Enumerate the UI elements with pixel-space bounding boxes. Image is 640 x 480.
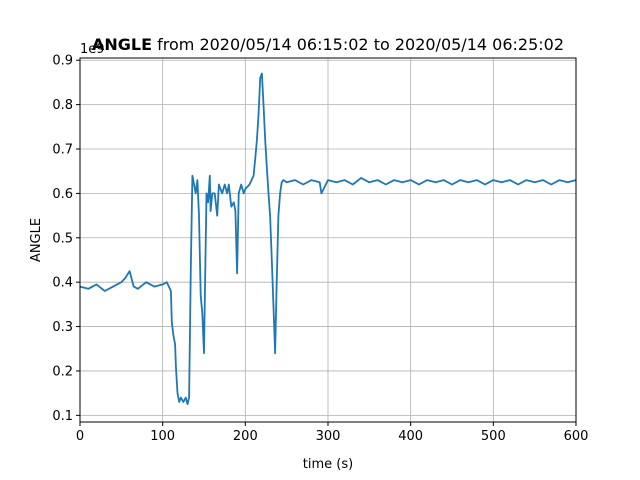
x-tick-label: 200 — [233, 429, 258, 444]
y-tick-label: 0.7 — [52, 143, 73, 158]
plot-line-group — [79, 72, 577, 406]
y-tick-label: 0.8 — [52, 98, 73, 113]
x-axis-label: time (s) — [303, 457, 353, 472]
y-tick-label: 0.2 — [52, 364, 73, 379]
y-tick-label: 0.1 — [52, 409, 73, 424]
series-line — [79, 72, 577, 406]
chart-title: ANGLE from 2020/05/14 06:15:02 to 2020/0… — [92, 35, 564, 54]
x-tick-label: 300 — [316, 429, 341, 444]
grid — [79, 58, 577, 422]
y-axis-label: ANGLE — [29, 218, 44, 262]
chart-title-rest: from 2020/05/14 06:15:02 to 2020/05/14 0… — [152, 35, 564, 54]
x-tick-label: 500 — [481, 429, 506, 444]
ticks: 0 100 200 300 400 500 600 0.1 0.2 0.3 0.4 0.5 0.6 0.7… — [52, 54, 588, 444]
x-tick-label: 600 — [564, 429, 589, 444]
y-tick-label: 0.5 — [52, 231, 73, 246]
y-tick-label: 0.4 — [52, 276, 73, 291]
y-tick-label: 0.6 — [52, 187, 73, 202]
y-tick-label: 0.3 — [52, 320, 73, 335]
chart-title-bold: ANGLE — [92, 35, 152, 54]
y-tick-label: 0.9 — [52, 54, 73, 69]
offset-text: 1e9 — [80, 42, 105, 57]
x-tick-label: 0 — [76, 429, 84, 444]
x-tick-label: 400 — [398, 429, 423, 444]
x-tick-label: 100 — [150, 429, 175, 444]
